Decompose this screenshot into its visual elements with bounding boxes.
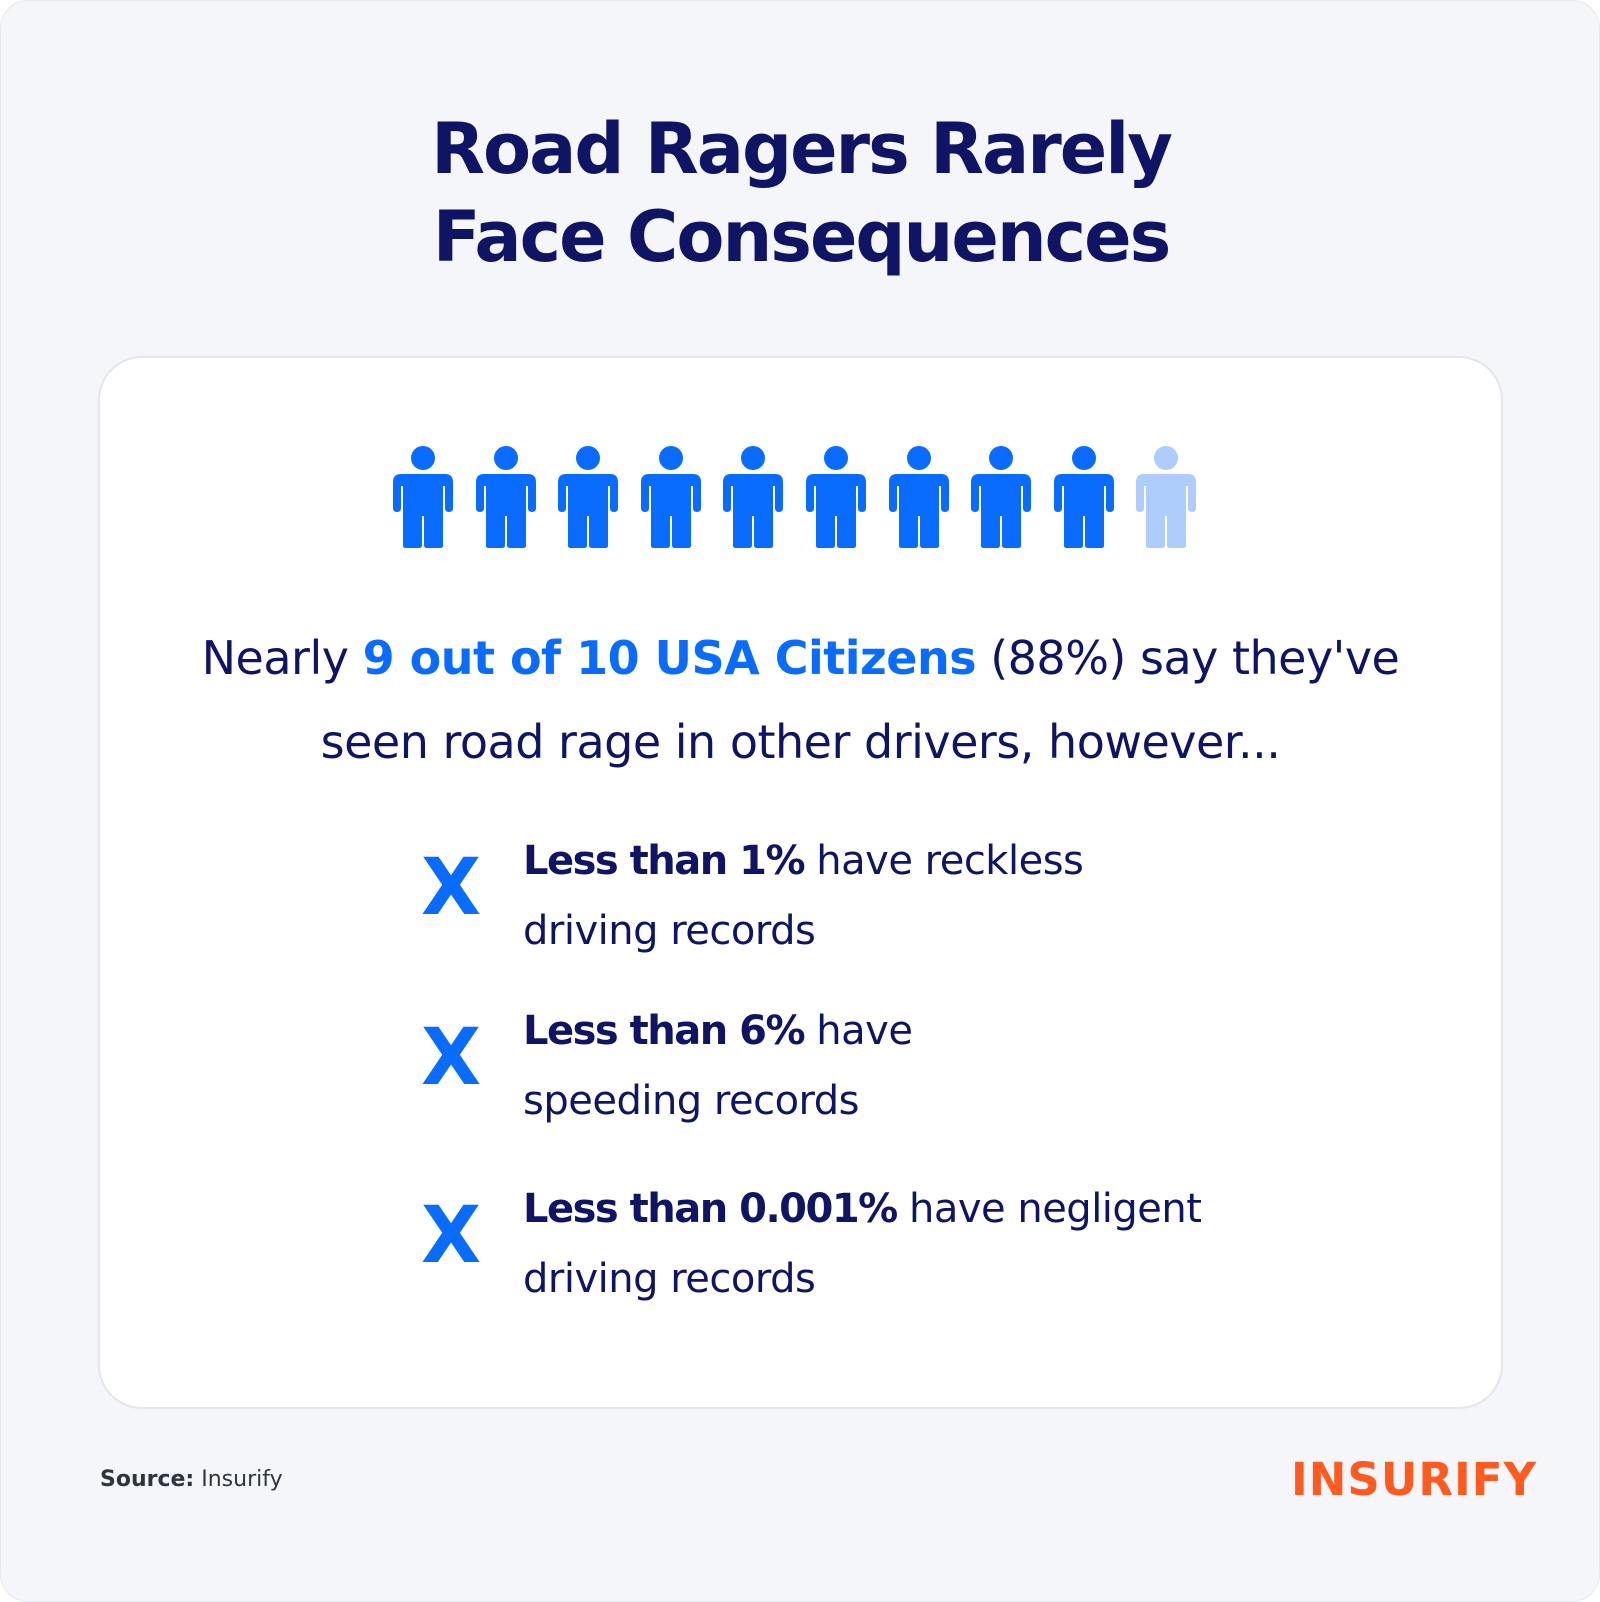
person-icon (476, 446, 536, 548)
person-icon (889, 446, 949, 548)
insurify-logo: INSURIFY (1291, 1453, 1538, 1506)
person-icon (971, 446, 1031, 548)
fact-text: Less than 1% have reckless driving recor… (523, 826, 1283, 966)
person-icon (1136, 446, 1196, 548)
x-mark-icon: X (421, 843, 482, 933)
source-value: Insurify (194, 1467, 283, 1492)
fact-line-2: speeding records (523, 1078, 860, 1124)
source-note: Source: Insurify (100, 1465, 283, 1495)
fact-line-1: Less than 1% have reckless (523, 826, 1283, 896)
fact-item-reckless: X Less than 1% have reckless driving rec… (421, 826, 1281, 966)
statement-line-1: Nearly 9 out of 10 USA Citizens (88%) sa… (98, 616, 1503, 700)
people-pictogram (393, 446, 1209, 548)
statement-highlight: 9 out of 10 USA Citizens (362, 631, 977, 685)
statement-suffix: (88%) say they've (976, 631, 1400, 685)
content-card (98, 356, 1503, 1409)
main-statement: Nearly 9 out of 10 USA Citizens (88%) sa… (98, 616, 1503, 784)
title-line-1: Road Ragers Rarely (431, 108, 1173, 190)
x-mark-icon: X (421, 1191, 482, 1281)
statement-prefix: Nearly (201, 631, 363, 685)
fact-text: Less than 6% have speeding records (523, 996, 1283, 1136)
person-icon (806, 446, 866, 548)
fact-rest: have (804, 1008, 913, 1054)
person-icon (393, 446, 453, 548)
fact-line-2: driving records (523, 908, 816, 954)
source-label: Source: (100, 1467, 195, 1492)
fact-text: Less than 0.001% have negligent driving … (523, 1174, 1283, 1314)
person-icon (1054, 446, 1114, 548)
fact-item-negligent: X Less than 0.001% have negligent drivin… (421, 1174, 1281, 1314)
fact-bold: Less than 1% (523, 838, 806, 884)
person-icon (558, 446, 618, 548)
page-title: Road Ragers Rarely Face Consequences (1, 105, 1600, 281)
fact-line-2: driving records (523, 1256, 816, 1302)
person-icon (641, 446, 701, 548)
person-icon (723, 446, 783, 548)
fact-item-speeding: X Less than 6% have speeding records (421, 996, 1281, 1136)
fact-bold: Less than 6% (523, 1008, 806, 1054)
fact-line-1: Less than 6% have (523, 996, 1283, 1066)
x-mark-icon: X (421, 1013, 482, 1103)
fact-rest: have negligent (896, 1186, 1202, 1232)
title-line-2: Face Consequences (432, 196, 1172, 278)
statement-line-2: seen road rage in other drivers, however… (320, 715, 1281, 769)
fact-bold: Less than 0.001% (523, 1186, 898, 1232)
fact-line-1: Less than 0.001% have negligent (523, 1174, 1283, 1244)
fact-rest: have reckless (804, 838, 1084, 884)
